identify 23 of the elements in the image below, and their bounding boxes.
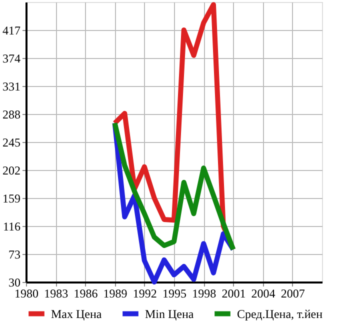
y-tick-label: 374	[2, 52, 20, 66]
x-tick-label: 1989	[103, 286, 128, 300]
x-tick-label: 2004	[251, 286, 276, 300]
y-tick-label: 30	[8, 276, 20, 290]
legend-label: Min Цена	[145, 306, 194, 321]
y-tick-label: 116	[2, 220, 20, 234]
x-tick-label: 2001	[222, 286, 246, 300]
x-tick-label: 2007	[280, 286, 305, 300]
y-tick-label: 202	[2, 164, 20, 178]
x-tick-label: 1992	[132, 286, 157, 300]
x-tick-label: 1983	[44, 286, 68, 300]
y-tick-label: 417	[2, 24, 20, 38]
x-tick-label: 1980	[14, 286, 38, 300]
legend-label: Сред.Цена, т.йен	[237, 306, 324, 321]
y-tick-label: 288	[2, 108, 20, 122]
y-tick-label: 73	[8, 248, 20, 262]
y-tick-label: 245	[2, 136, 20, 150]
y-tick-label: 159	[2, 192, 20, 206]
x-tick-label: 1995	[162, 286, 186, 300]
x-tick-label: 1986	[74, 286, 98, 300]
y-tick-label: 331	[2, 80, 20, 94]
x-tick-label: 1998	[192, 286, 216, 300]
legend-label: Max Цена	[51, 306, 102, 321]
